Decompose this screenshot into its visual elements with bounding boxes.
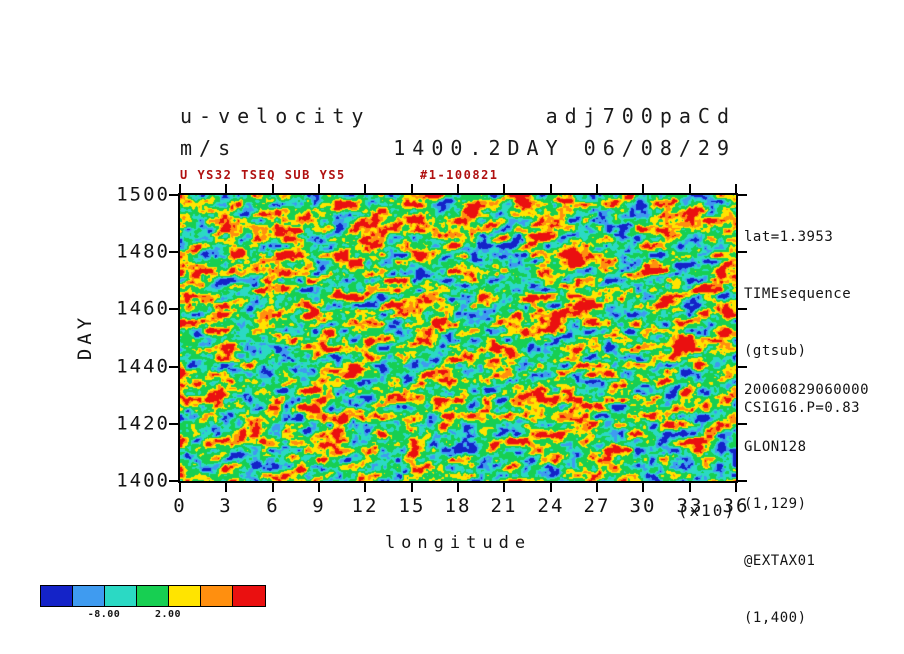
x-tick-bottom [364,483,366,492]
x-tick-label: 30 [629,495,657,517]
x-tick-top [364,184,366,193]
x-axis-title: longitude [384,533,532,553]
y-tick-left [169,194,178,196]
x-tick-bottom [735,483,737,492]
y-axis-title: DAY [74,313,96,361]
y-tick-label: 1420 [116,412,170,435]
x-tick-top [179,184,181,193]
x-tick-top [411,184,413,193]
annotation-line: (gtsub) [744,343,807,359]
y-tick-label: 1440 [116,355,170,378]
annotation-line: (1,129) [744,496,807,512]
y-tick-left [169,480,178,482]
x-tick-top [596,184,598,193]
y-tick-left [169,423,178,425]
colorbar-segment [73,586,105,606]
colorbar-segment [137,586,169,606]
x-tick-top [503,184,505,193]
x-tick-bottom [596,483,598,492]
y-tick-label: 1500 [116,183,170,206]
colorbar-segment [233,586,265,606]
annotation-line: @EXTAX01 [744,553,816,569]
y-tick-right [738,480,747,482]
x-tick-bottom [642,483,644,492]
x-tick-top [689,184,691,193]
y-tick-left [169,308,178,310]
colorbar [40,585,266,607]
x-tick-bottom [272,483,274,492]
x-tick-label: 3 [219,495,233,517]
colorbar-tick-label: -8.00 [87,609,121,620]
y-tick-right [738,308,747,310]
x-tick-bottom [689,483,691,492]
x-tick-top [318,184,320,193]
annotation-line: CSIG16.P=0.83 [744,400,861,416]
x-tick-bottom [318,483,320,492]
colorbar-segment [105,586,137,606]
x-tick-label: 24 [537,495,565,517]
colorbar-tick-label: 2.00 [154,609,182,620]
x-tick-label: 6 [266,495,280,517]
annotation-line: lat=1.3953 [744,229,834,245]
x-tick-bottom [411,483,413,492]
x-tick-label: 9 [312,495,326,517]
x-tick-bottom [225,483,227,492]
x-tick-label: 21 [490,495,518,517]
y-tick-right [738,423,747,425]
x-tick-top [225,184,227,193]
x-tick-bottom [179,483,181,492]
x-tick-top [457,184,459,193]
colorbar-segment [41,586,73,606]
plot-title-units: m/s [180,136,238,160]
x-tick-top [272,184,274,193]
annotation-block-top: lat=1.3953 TIMEsequence (gtsub) CSIG16.P… [744,190,860,456]
y-tick-right [738,251,747,253]
x-tick-top [642,184,644,193]
colorbar-segment [169,586,201,606]
colorbar-segment [201,586,233,606]
x-tick-bottom [550,483,552,492]
annotation-block-bottom: 20060829060000 GLON128 (1,129) @EXTAX01 … [744,343,878,654]
x-tick-label: 15 [398,495,426,517]
x-tick-top [735,184,737,193]
x-tick-label: 36 [722,495,750,517]
annotation-line: 20060829060000 [744,382,870,398]
x-tick-label: 18 [444,495,472,517]
plot-subheader-left: U YS32 TSEQ SUB YS5 [180,168,346,182]
x-axis-unit: (x10) [677,501,736,520]
x-tick-label: 0 [173,495,187,517]
x-tick-bottom [457,483,459,492]
x-tick-label: 33 [676,495,704,517]
x-tick-label: 27 [583,495,611,517]
plot-frame: 0 3 6 9 12 15 18 21 24 27 30 33 36 1500 1480 1460 1440 14… [116,184,747,517]
y-tick-label: 1480 [116,240,170,263]
y-tick-left [169,251,178,253]
y-tick-right [738,194,747,196]
y-tick-right [738,366,747,368]
heatmap-field [180,195,736,481]
plot-subheader-right: #1-100821 [420,168,499,182]
y-tick-label: 1400 [116,469,170,492]
plot-title-experiment: adj700paCd [545,104,736,128]
x-tick-label: 12 [351,495,379,517]
annotation-line: (1,400) [744,610,807,626]
colorbar-labels: -8.00 2.00 [40,609,266,623]
x-tick-top [550,184,552,193]
plot-title-datetime: 1400.2DAY 06/08/29 [393,136,736,160]
y-tick-left [169,366,178,368]
annotation-line: GLON128 [744,439,807,455]
y-tick-label: 1460 [116,297,170,320]
annotation-line: TIMEsequence [744,286,852,302]
plot-title-variable: u-velocity [180,104,371,128]
x-tick-bottom [503,483,505,492]
